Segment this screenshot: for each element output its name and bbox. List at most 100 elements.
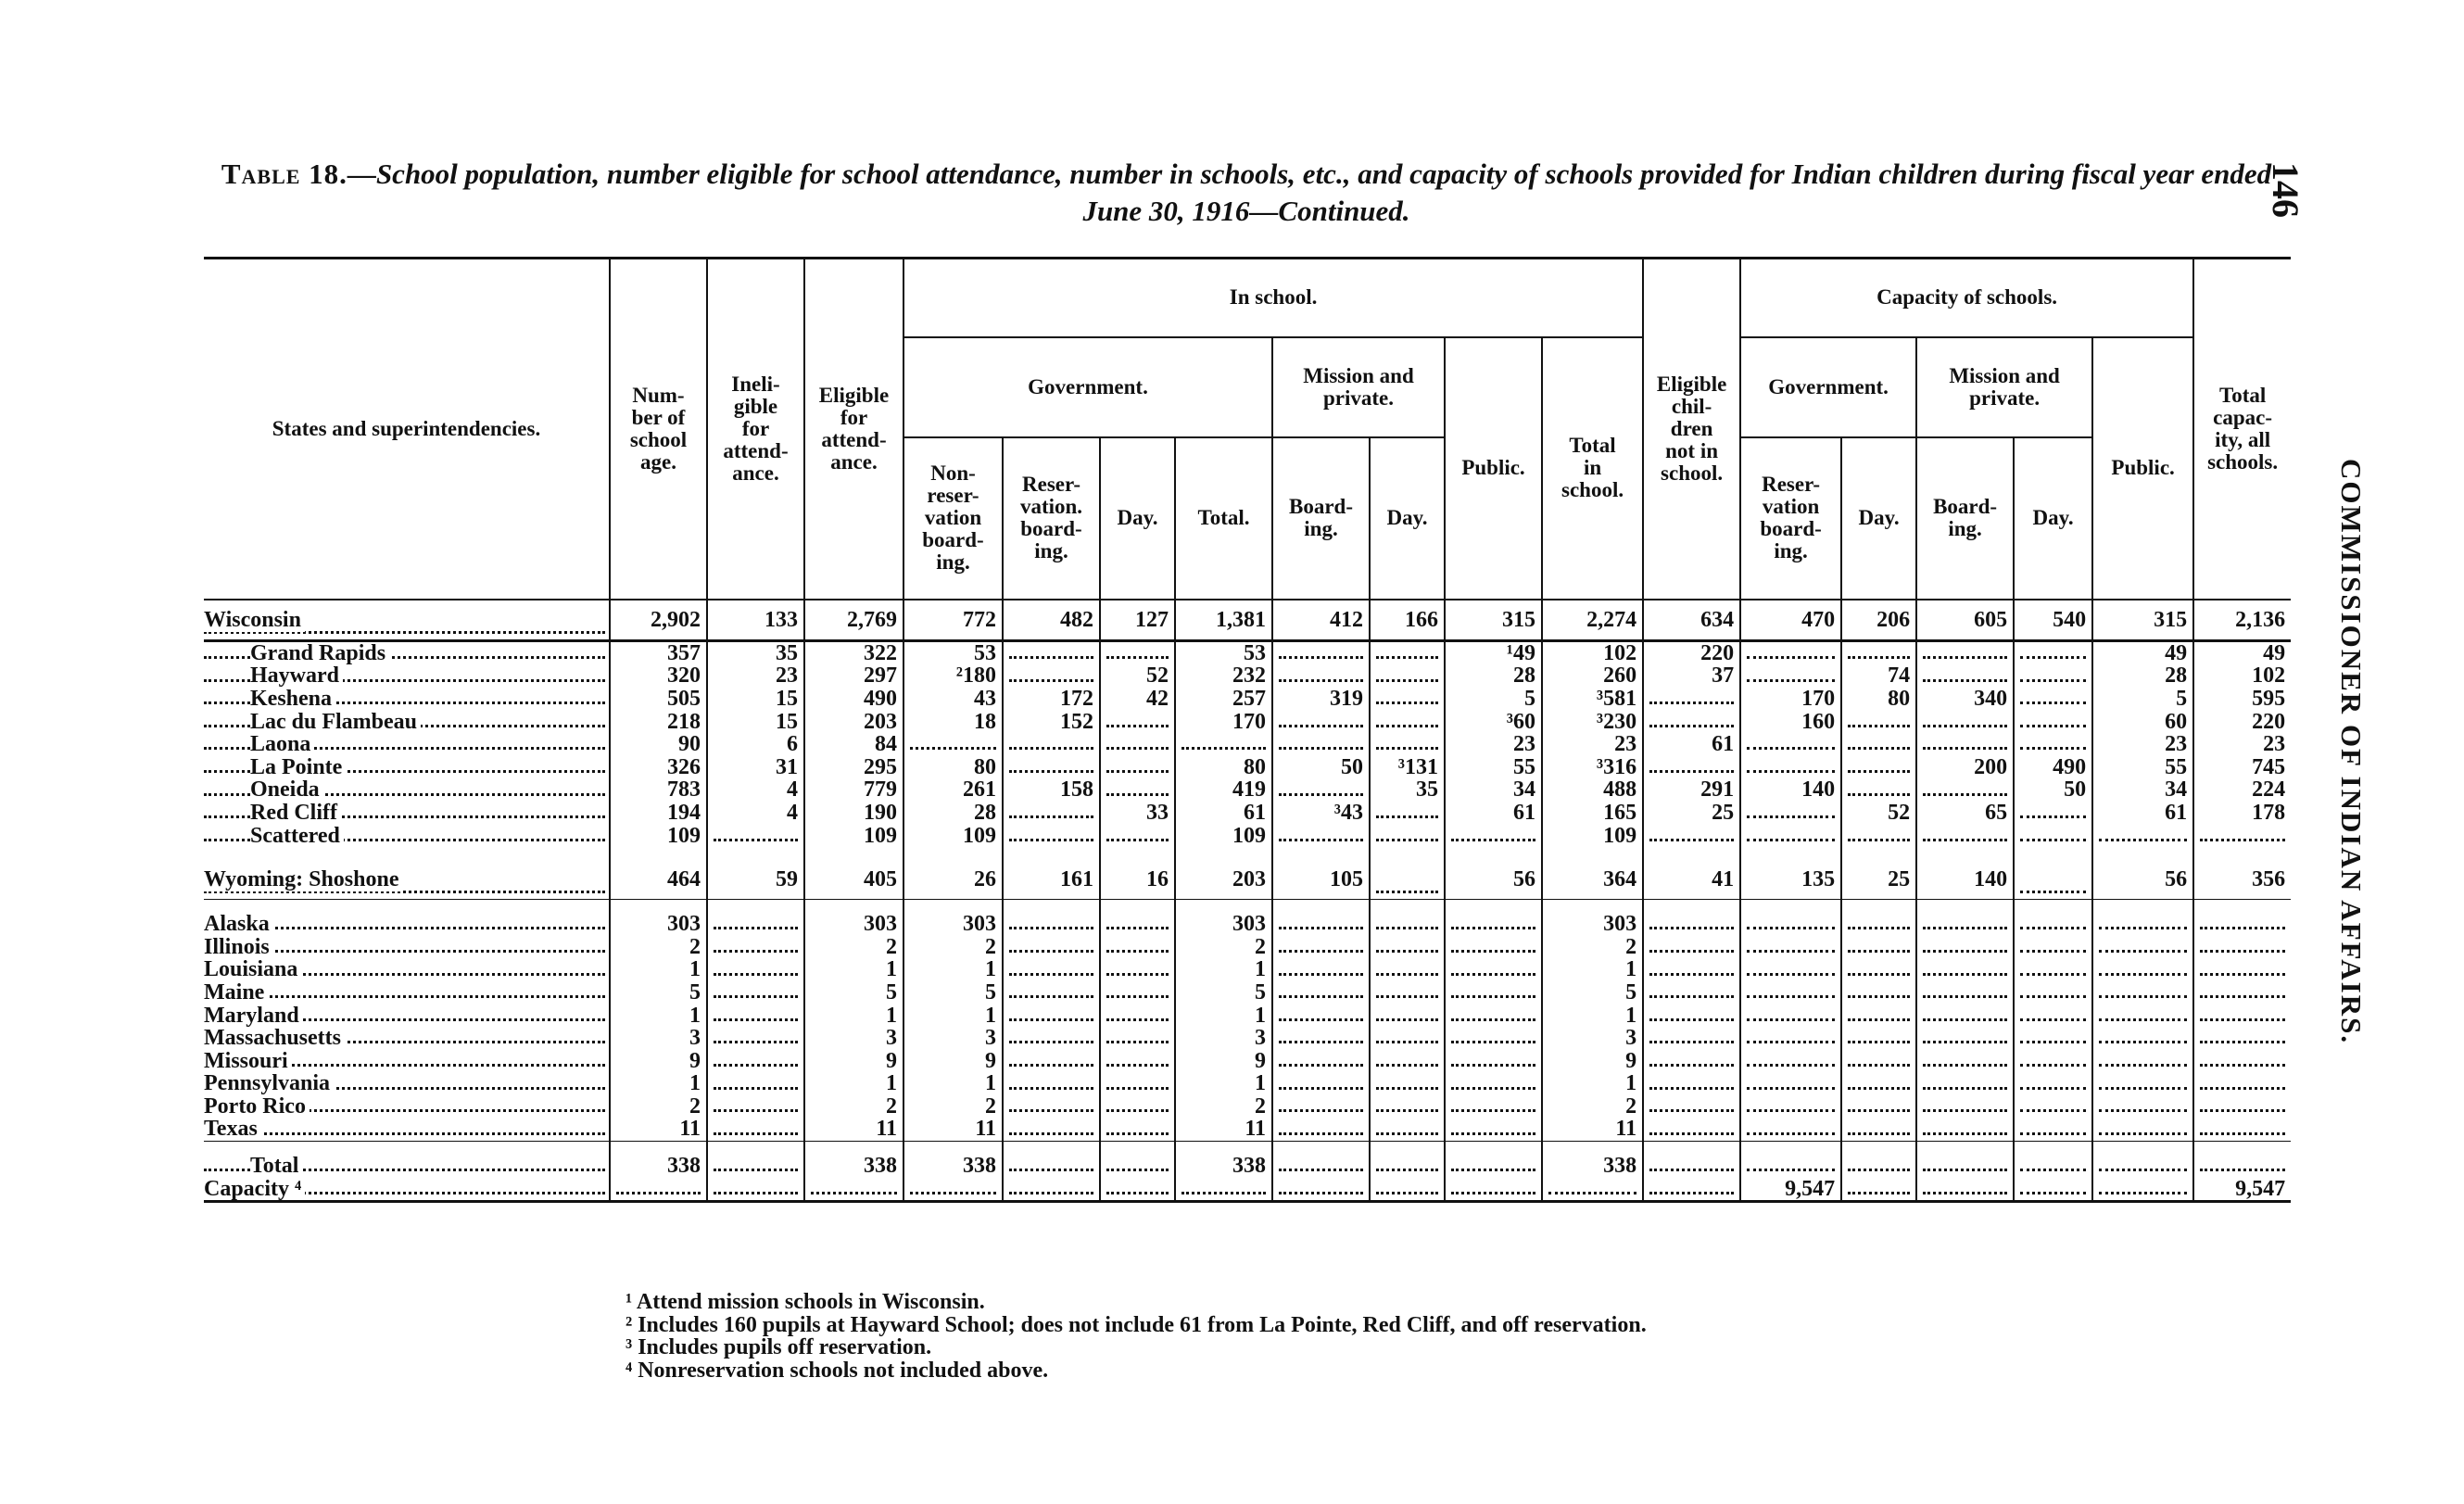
table-row: Red Cliff 194 4 190 28 33 61 ³43 61 165 25 52 65 61 17… xyxy=(204,801,2292,825)
row-label-text: Missouri xyxy=(204,1049,292,1072)
table-cell: 605 xyxy=(1915,599,2015,642)
table-cell xyxy=(1369,732,1445,756)
table-cell xyxy=(1444,1026,1542,1050)
row-label-text: Scattered xyxy=(250,824,344,847)
table-cell: 3 xyxy=(609,1026,707,1050)
table-cell xyxy=(1739,1072,1842,1095)
table-cell xyxy=(1915,935,2015,959)
table-cell: 224 xyxy=(2192,778,2292,802)
table-row: Missouri 9 9 9 9 9 xyxy=(204,1049,2292,1072)
table-cell xyxy=(1642,935,1741,959)
table-cell xyxy=(1840,1049,1917,1072)
table-cell: 303 xyxy=(609,912,707,936)
table-cell xyxy=(1002,935,1100,959)
table-cell xyxy=(2013,640,2093,665)
table-cell: 295 xyxy=(803,755,903,779)
row-label: La Pointe xyxy=(204,755,610,779)
table-cell xyxy=(1271,664,1370,688)
table-cell xyxy=(1369,824,1445,847)
row-label-text: Total xyxy=(250,1154,303,1178)
table-cell xyxy=(1271,824,1370,847)
table-cell xyxy=(1915,732,2015,756)
table-cell: 1 xyxy=(609,1004,707,1027)
table-cell xyxy=(1099,824,1175,847)
table-cell: 53 xyxy=(903,640,1003,665)
table-cell: 1 xyxy=(609,958,707,981)
table-cell xyxy=(1840,958,1917,981)
table-cell xyxy=(1642,824,1741,847)
table-cell: 5 xyxy=(1444,687,1542,711)
table-cell: 9,547 xyxy=(1739,1177,1842,1203)
row-label-text: Maine xyxy=(204,980,269,1005)
table-cell xyxy=(1271,1004,1370,1027)
table-cell xyxy=(2192,935,2292,959)
table-cell xyxy=(1642,912,1741,936)
table-cell xyxy=(1002,980,1100,1005)
header-cap-res-boarding: Reser- vation board- ing. xyxy=(1739,436,1842,600)
table-row: Massachusetts 3 3 3 3 3 xyxy=(204,1026,2292,1050)
header-day: Day. xyxy=(1099,436,1175,600)
table-cell xyxy=(1002,1154,1100,1178)
header-mission-private: Mission and private. xyxy=(1271,336,1445,438)
row-label: Laona xyxy=(204,732,610,756)
header-public: Public. xyxy=(1444,336,1542,600)
table-cell: 2 xyxy=(803,935,903,959)
table-cell: 338 xyxy=(803,1154,903,1178)
header-cap-mission-day: Day. xyxy=(2013,436,2093,600)
table-cell: 23 xyxy=(1444,732,1542,756)
spacer-cell xyxy=(204,847,610,860)
table-cell: 133 xyxy=(706,599,804,642)
spacer-cell xyxy=(204,899,610,913)
table-cell: 161 xyxy=(1002,859,1100,900)
spacer-cell xyxy=(1099,846,1175,860)
table-cell: 419 xyxy=(1174,778,1272,802)
header-cap-mission-boarding: Board- ing. xyxy=(1915,436,2015,600)
table-cell: 56 xyxy=(2091,859,2194,900)
table-cell xyxy=(2192,1094,2292,1119)
table-cell xyxy=(1642,1004,1741,1027)
table-cell xyxy=(1271,912,1370,936)
table-cell: ²180 xyxy=(903,664,1003,688)
table-cell xyxy=(1642,1094,1741,1119)
row-label: Total xyxy=(204,1154,610,1178)
table-cell: 34 xyxy=(2091,778,2194,802)
table-row: Hayward 320 23 297 ²180 52 232 28 260 37 74 28 102 xyxy=(204,664,2292,688)
spacer-cell xyxy=(803,899,903,913)
table-cell xyxy=(1099,1072,1175,1095)
table-cell: 1 xyxy=(803,958,903,981)
spacer-cell xyxy=(706,1141,804,1155)
table-row: Wyoming: Shoshone 464 59 405 26 161 16 203 105 56… xyxy=(204,859,2292,900)
row-label-text: Alaska xyxy=(204,912,273,936)
table-cell xyxy=(1271,640,1370,665)
table-cell xyxy=(1099,755,1175,779)
spacer-cell xyxy=(1642,846,1741,860)
table-cell: 540 xyxy=(2013,599,2093,642)
table-cell xyxy=(2091,1072,2194,1095)
table-cell xyxy=(1642,980,1741,1005)
table-cell: 37 xyxy=(1642,664,1741,688)
table-cell: 11 xyxy=(803,1118,903,1142)
table-cell: 55 xyxy=(1444,755,1542,779)
table-cell: 158 xyxy=(1002,778,1100,802)
table-cell: 6 xyxy=(706,732,804,756)
table-cell: 84 xyxy=(803,732,903,756)
header-res-boarding: Reser- vation. board- ing. xyxy=(1002,436,1100,600)
table-cell xyxy=(2192,824,2292,847)
spacer-cell xyxy=(2013,899,2093,913)
table-cell xyxy=(1369,1118,1445,1142)
table-cell: 49 xyxy=(2091,640,2194,665)
table-cell xyxy=(1002,824,1100,847)
table-row: Illinois 2 2 2 2 2 xyxy=(204,935,2292,959)
table-cell: 140 xyxy=(1915,859,2015,900)
header-cap-government: Government. xyxy=(1739,336,1917,438)
table-cell xyxy=(1915,1118,2015,1142)
table-cell: 634 xyxy=(1642,599,1741,642)
table-cell: 2 xyxy=(803,1094,903,1119)
spacer-cell xyxy=(1271,1141,1370,1155)
row-label: Massachusetts xyxy=(204,1026,610,1050)
spacer-cell xyxy=(1002,1141,1100,1155)
table-cell: 220 xyxy=(2192,710,2292,733)
table-cell xyxy=(1739,1026,1842,1050)
spacer-cell xyxy=(2192,1141,2292,1155)
table-cell: 303 xyxy=(1540,912,1644,936)
